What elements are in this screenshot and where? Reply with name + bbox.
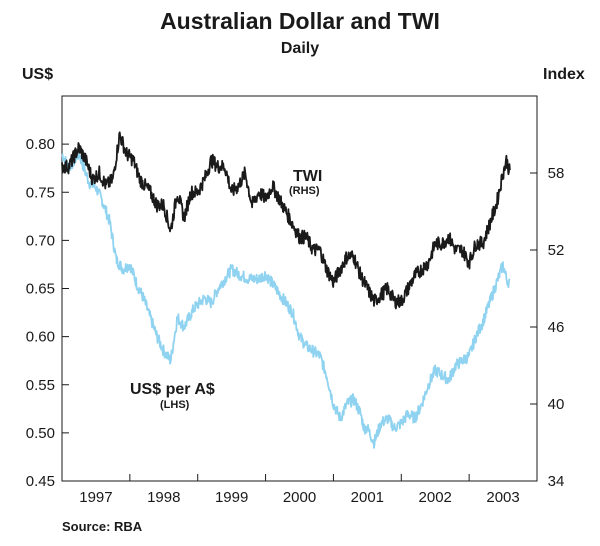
series-group (61, 131, 511, 449)
x-tick-label: 2000 (283, 489, 316, 506)
right-tick-label: 52 (548, 242, 565, 259)
series-line-twi (61, 131, 511, 310)
right-tick-label: 34 (548, 473, 565, 490)
x-tick-label: 1997 (79, 489, 112, 506)
right-tick-label: 58 (548, 165, 565, 182)
right-axis-unit: Index (543, 66, 585, 83)
aud-label: US$ per A$ (130, 381, 215, 398)
plot-frame (61, 95, 538, 482)
source-note: Source: RBA (62, 519, 143, 534)
chart-title: Australian Dollar and TWI (160, 8, 440, 34)
left-tick-label: 0.80 (26, 136, 55, 153)
x-tick-label: 2002 (419, 489, 452, 506)
left-tick-label: 0.75 (26, 184, 55, 201)
left-tick-label: 0.70 (26, 232, 55, 249)
right-tick-label: 46 (548, 319, 565, 336)
series-line-aud (61, 147, 511, 449)
left-tick-label: 0.55 (26, 377, 55, 394)
aud-sub-label: (LHS) (160, 399, 190, 411)
left-axis-unit: US$ (22, 66, 53, 83)
right-tick-label: 40 (548, 396, 565, 413)
twi-sub-label: (RHS) (289, 185, 320, 197)
left-tick-label: 0.60 (26, 329, 55, 346)
tick-labels-group: 0.80 0.75 0.70 0.65 0.60 0.55 0.50 0.45 58 52 46 40… (26, 136, 565, 506)
x-tick-label: 2001 (351, 489, 384, 506)
x-tick-label: 1999 (215, 489, 248, 506)
left-tick-label: 0.45 (26, 473, 55, 490)
x-tick-label: 1998 (147, 489, 180, 506)
chart-subtitle: Daily (280, 40, 320, 57)
twi-label: TWI (293, 168, 322, 185)
x-tick-label: 2003 (486, 489, 519, 506)
left-tick-label: 0.50 (26, 425, 55, 442)
left-tick-label: 0.65 (26, 281, 55, 298)
plot-frame-group (61, 95, 538, 482)
